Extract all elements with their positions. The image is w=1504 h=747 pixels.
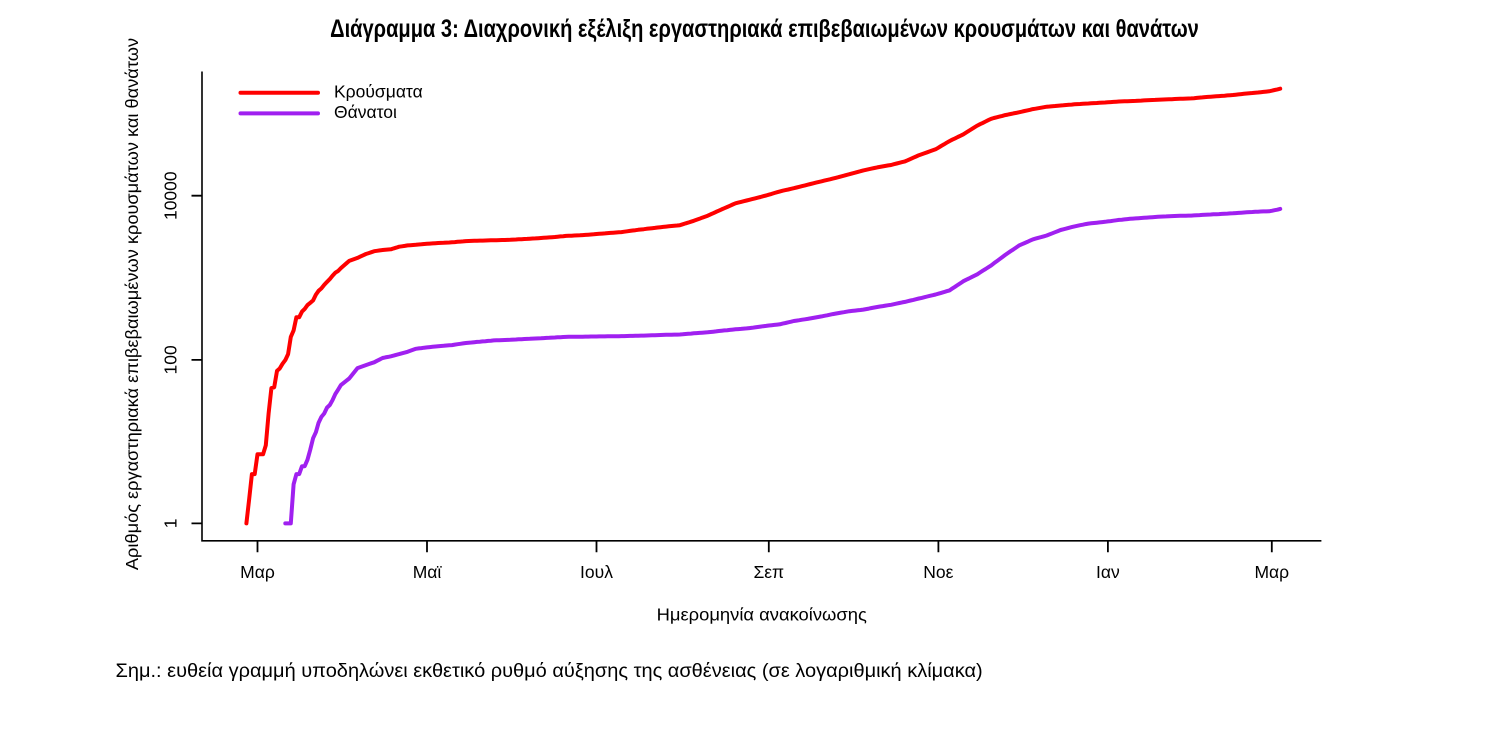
svg-text:Θάνατοι: Θάνατοι [334, 102, 397, 122]
svg-text:10000: 10000 [161, 171, 181, 220]
svg-text:Μαρ: Μαρ [1254, 562, 1289, 582]
svg-text:100: 100 [161, 345, 181, 374]
svg-text:Αριθμός εργαστηριακά επιβεβαιω: Αριθμός εργαστηριακά επιβεβαιωμένων κρου… [122, 38, 142, 570]
svg-text:Μαϊ: Μαϊ [413, 562, 443, 582]
svg-text:1: 1 [161, 519, 181, 529]
svg-text:Ιαν: Ιαν [1096, 562, 1120, 582]
svg-text:Σεπ: Σεπ [753, 562, 784, 582]
svg-text:Κρούσματα: Κρούσματα [334, 81, 423, 101]
svg-text:Ημερομηνία ανακοίνωσης: Ημερομηνία ανακοίνωσης [657, 605, 868, 624]
svg-text:Διάγραμμα 3: Διαχρονική εξέλιξ: Διάγραμμα 3: Διαχρονική εξέλιξη εργαστηρ… [330, 14, 1199, 43]
svg-text:Μαρ: Μαρ [240, 562, 275, 582]
svg-text:Σημ.: ευθεία γραμμή υποδηλώνει: Σημ.: ευθεία γραμμή υποδηλώνει εκθετικό … [116, 660, 983, 681]
svg-text:Νοε: Νοε [923, 562, 953, 582]
svg-text:Ιουλ: Ιουλ [580, 562, 613, 582]
